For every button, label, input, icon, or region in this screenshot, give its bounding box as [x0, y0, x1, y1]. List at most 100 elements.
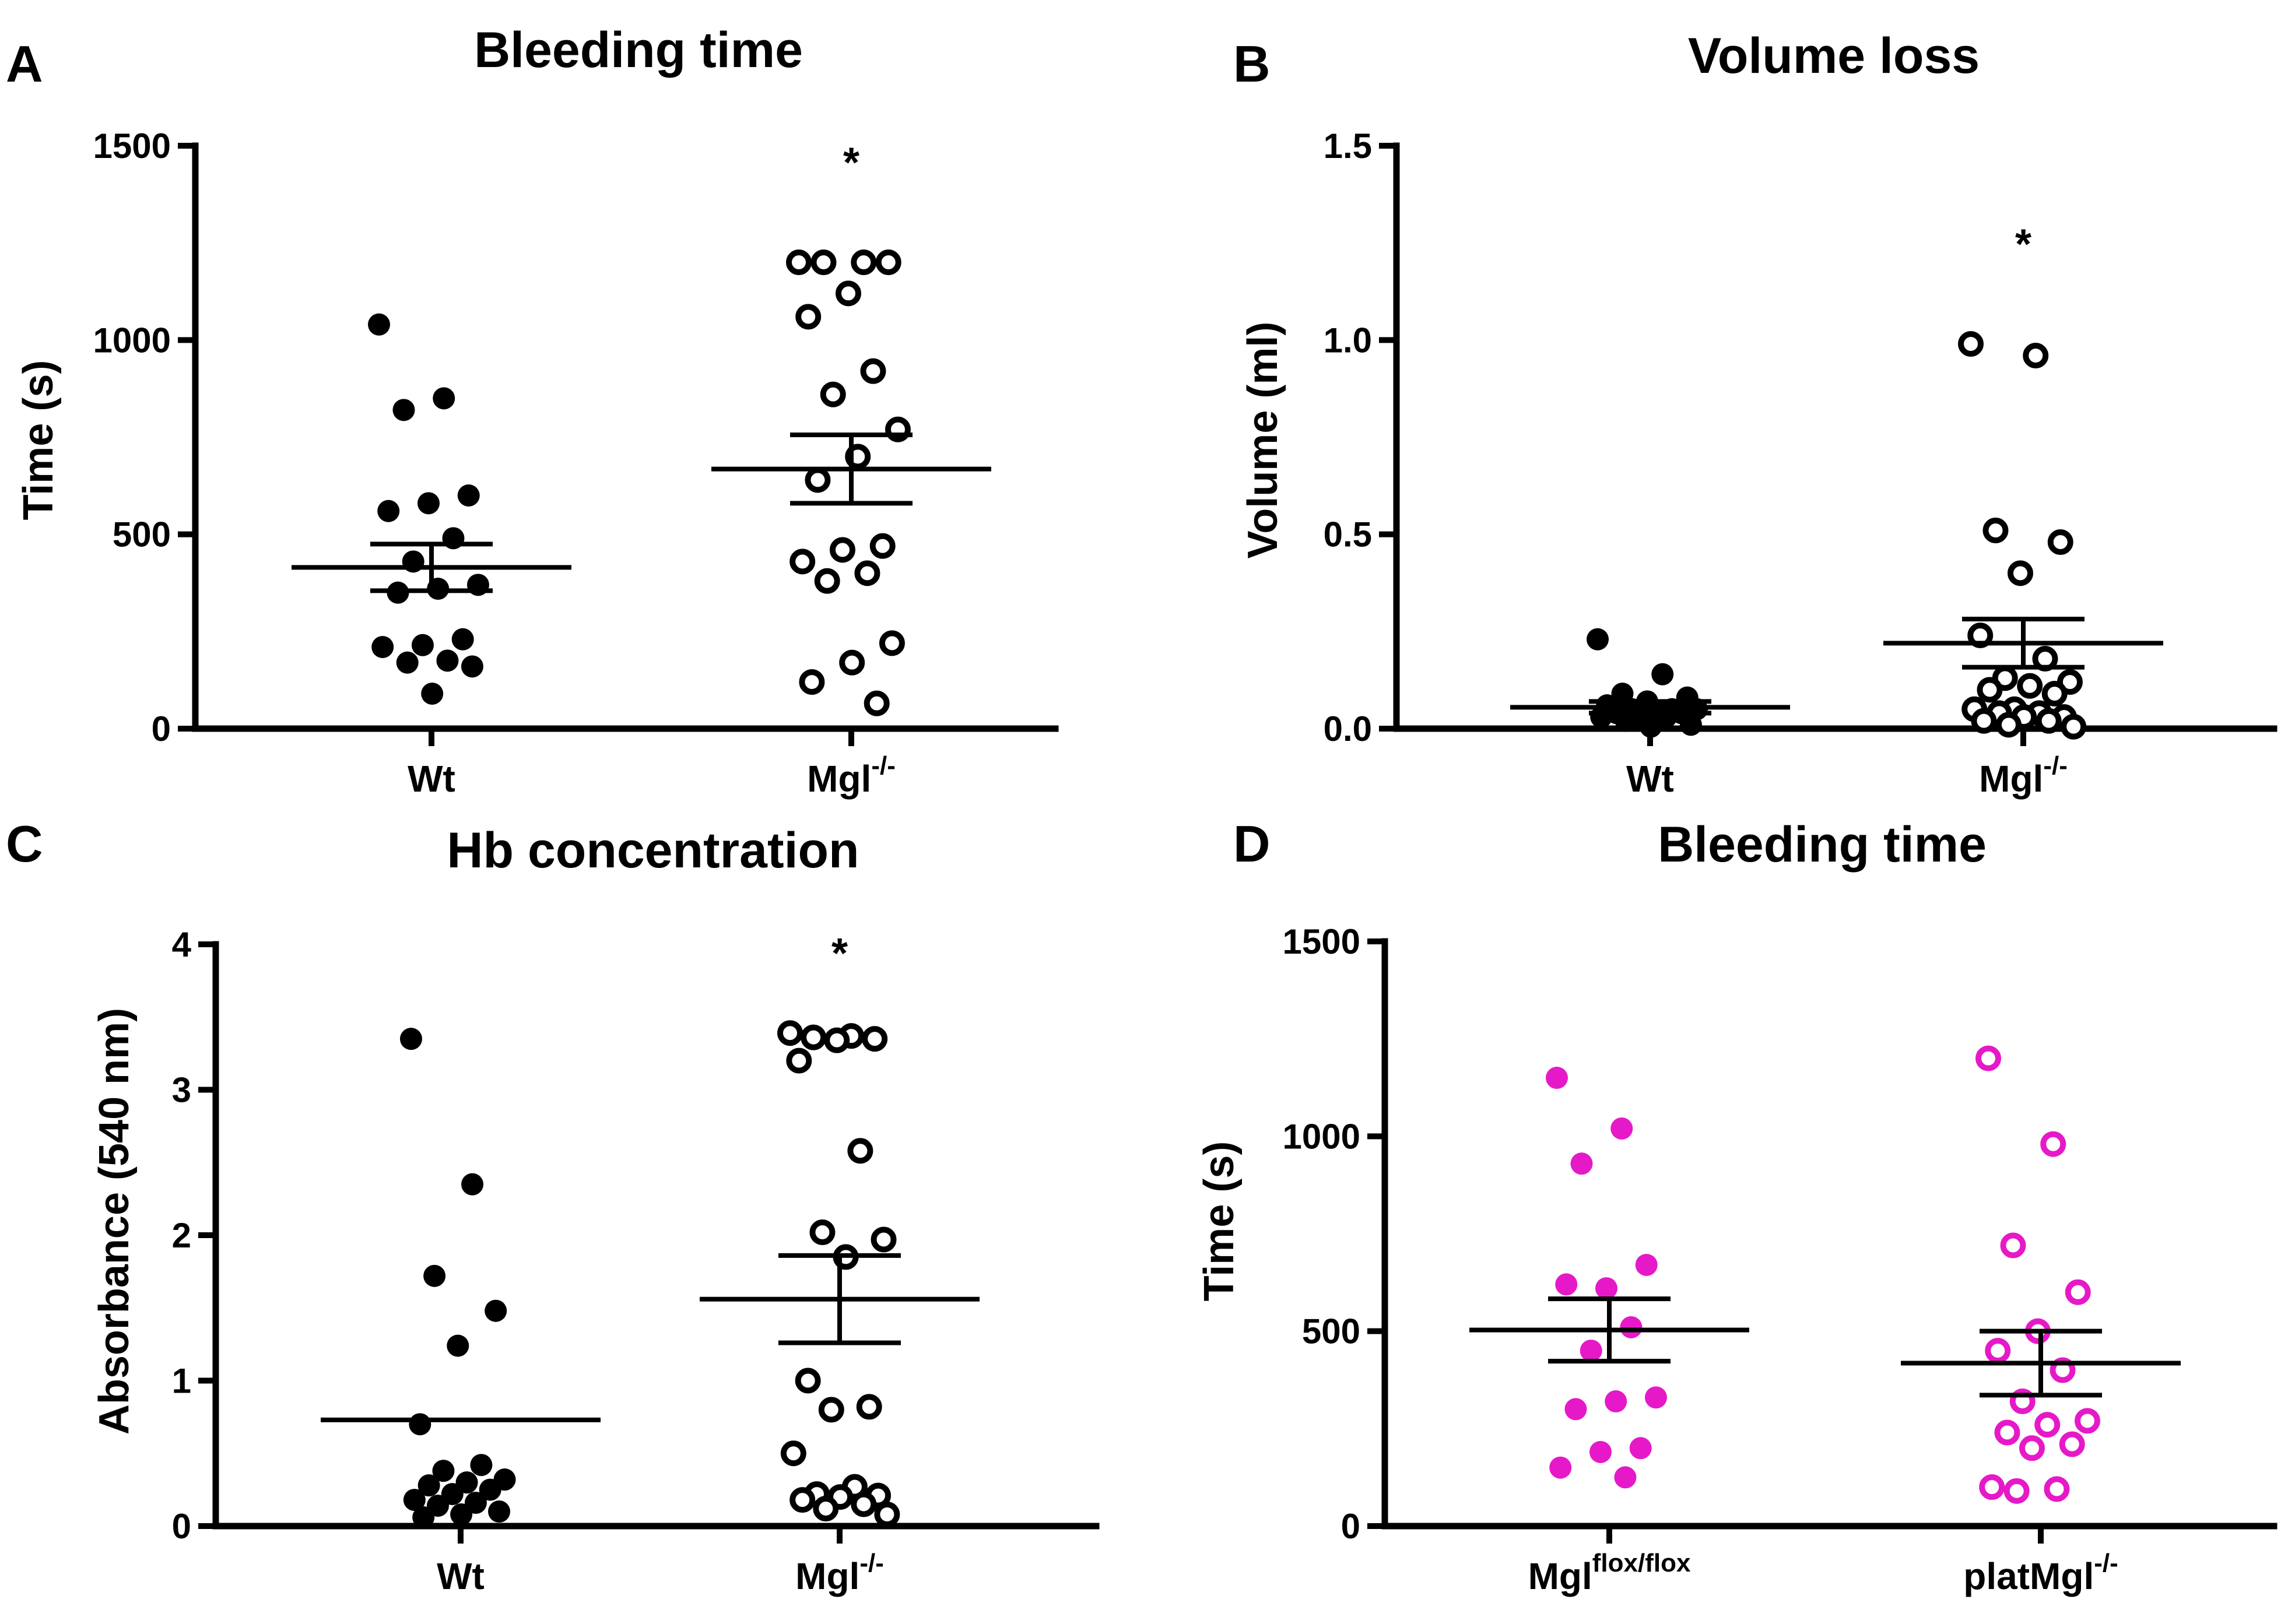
data-point — [1546, 1067, 1568, 1089]
data-point — [851, 249, 877, 275]
chart-title: Hb concentration — [447, 822, 859, 878]
panel-d: D Bleeding time Time (s) 0 500 1000 1500 Mgl… — [1196, 815, 2278, 1597]
y-tick-label: 2 — [172, 1216, 191, 1255]
data-point — [1977, 677, 2003, 703]
data-point — [450, 1503, 473, 1526]
data-point — [795, 304, 822, 330]
data-point — [1620, 1316, 1643, 1338]
data-point — [436, 649, 459, 672]
x-category-label: Mgl-/- — [1979, 751, 2068, 800]
data-point — [813, 1496, 839, 1522]
data-point — [847, 1138, 873, 1164]
data-point — [871, 1226, 897, 1253]
data-point — [795, 1368, 821, 1394]
data-point — [1651, 663, 1674, 686]
chart-title: Bleeding time — [474, 22, 803, 78]
data-point — [2007, 560, 2033, 586]
data-point — [2044, 1476, 2070, 1502]
y-tick-label: 0 — [1341, 1507, 1360, 1546]
significance-marker: * — [831, 930, 848, 977]
y-tick-label: 1 — [172, 1362, 191, 1401]
data-point — [1985, 1338, 2011, 1364]
panel-c: C Hb concentration Absorbance (540 nm) 0… — [6, 815, 1100, 1597]
x-category-label: Wt — [1626, 758, 1674, 800]
panel-letter: A — [6, 35, 43, 93]
y-tick-label: 1500 — [93, 126, 171, 166]
data-point — [874, 1502, 900, 1528]
y-tick-label: 0 — [152, 709, 171, 748]
y-axis-label: Time (s) — [1196, 1141, 1243, 1302]
data-point — [457, 484, 480, 507]
data-point — [488, 1500, 511, 1523]
data-point — [824, 1027, 850, 1053]
data-point — [860, 358, 886, 384]
data-point — [2059, 1431, 2085, 1457]
data-point — [820, 381, 846, 407]
data-point — [461, 1173, 484, 1196]
data-point — [451, 628, 474, 651]
data-point — [447, 1334, 469, 1357]
data-point — [479, 1478, 501, 1501]
y-axis-label: Time (s) — [15, 360, 62, 521]
panel-letter: D — [1233, 815, 1271, 873]
data-point — [1570, 1152, 1593, 1175]
data-point — [412, 1506, 435, 1529]
data-point — [470, 1454, 493, 1477]
data-point — [1982, 518, 2009, 543]
data-point — [854, 560, 880, 586]
y-tick-label: 4 — [172, 925, 192, 964]
data-point — [392, 399, 415, 421]
data-point — [1610, 1117, 1633, 1140]
chart-title: Volume loss — [1688, 28, 1980, 84]
panel-b: B Volume loss Volume (ml) 0.0 0.5 1.0 1.5 Wt… — [1233, 28, 2278, 800]
data-point — [862, 1026, 888, 1052]
significance-marker: * — [843, 139, 859, 186]
data-point — [777, 1020, 803, 1046]
x-category-label: Mgl-/- — [807, 751, 896, 800]
data-point — [789, 549, 816, 575]
x-category-label: platMgl-/- — [1963, 1549, 2118, 1597]
y-tick-label: 0.5 — [1324, 515, 1372, 554]
data-point — [818, 1397, 844, 1423]
data-point — [371, 636, 394, 658]
data-point — [856, 1394, 882, 1420]
data-point — [835, 280, 861, 307]
data-point — [432, 1460, 455, 1482]
panel-a: A Bleeding time Time (s) 0 500 1000 1500 Wt M… — [6, 22, 1059, 800]
data-point — [2000, 1232, 2026, 1259]
data-point — [1605, 1390, 1627, 1413]
data-point — [2023, 343, 2049, 368]
panel-letter: C — [6, 815, 43, 873]
data-point — [1589, 1440, 1612, 1463]
data-point — [403, 1489, 426, 1511]
data-point — [2040, 1131, 2066, 1157]
data-point — [1580, 1340, 1602, 1362]
data-point — [461, 655, 483, 678]
chart-title: Bleeding time — [1658, 817, 1987, 873]
data-point — [1644, 1386, 1667, 1409]
data-point — [2041, 681, 2068, 706]
data-point — [1549, 1456, 1572, 1479]
data-point — [423, 1264, 446, 1287]
y-axis-label: Volume (ml) — [1240, 322, 1286, 559]
data-point — [1614, 1466, 1637, 1489]
y-tick-label: 0.0 — [1324, 709, 1372, 748]
x-category-label: Wt — [437, 1555, 485, 1597]
data-point — [417, 1474, 440, 1497]
significance-marker: * — [2015, 221, 2031, 268]
y-tick-label: 3 — [172, 1071, 191, 1110]
data-point — [2036, 708, 2062, 734]
y-tick-label: 500 — [1302, 1312, 1360, 1351]
data-point — [2019, 1435, 2045, 1461]
x-category-label: Mglflox/flox — [1528, 1549, 1691, 1597]
y-tick-label: 500 — [113, 515, 171, 554]
data-point — [400, 1028, 422, 1050]
data-point — [814, 568, 840, 594]
data-point — [417, 492, 440, 515]
data-point — [851, 1491, 877, 1517]
data-point — [1979, 1474, 2005, 1500]
data-point — [2034, 1412, 2061, 1438]
data-point — [809, 1219, 836, 1246]
data-point — [1629, 1437, 1652, 1460]
